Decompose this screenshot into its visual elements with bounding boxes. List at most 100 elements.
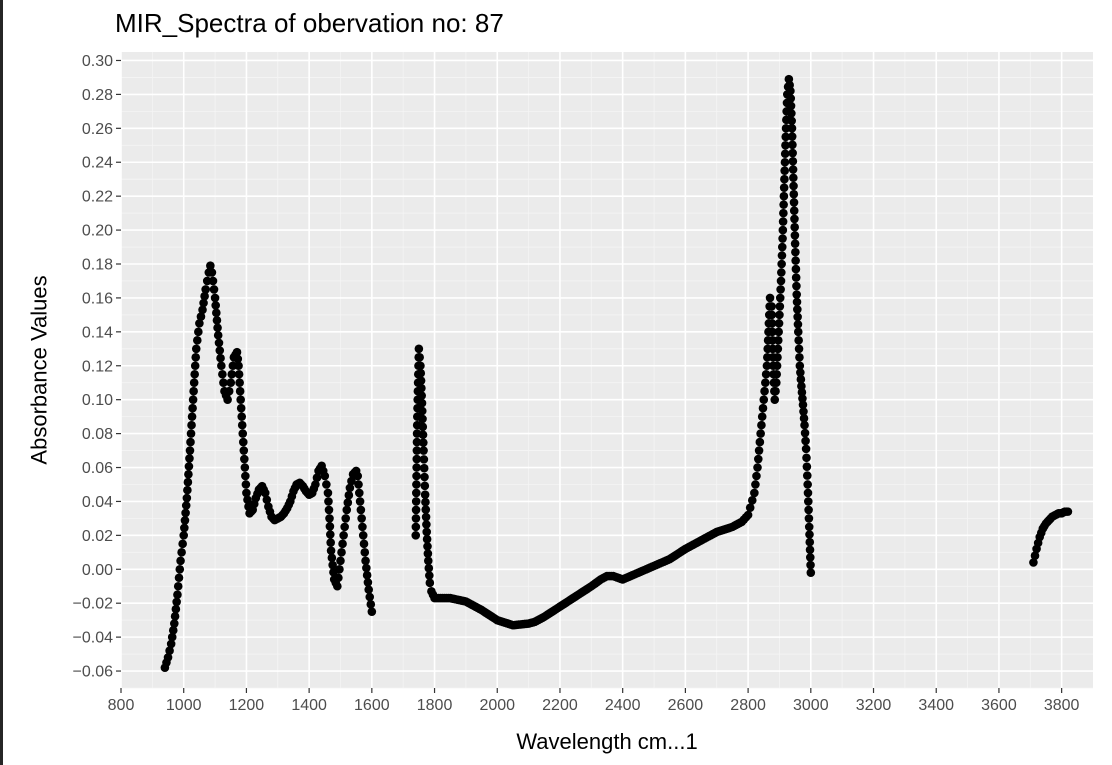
data-point [359,539,369,549]
data-point [794,344,804,354]
data-point [214,338,224,348]
data-point [236,403,246,413]
data-point [786,94,796,103]
x-tick-label: 1200 [229,697,265,714]
data-point [753,463,762,472]
data-point [775,293,785,303]
data-point [759,395,769,404]
y-tick-label: 0.06 [82,460,113,477]
data-point [421,512,431,522]
data-point [804,514,814,523]
data-point [805,530,814,539]
data-point [753,454,763,464]
data-point [418,422,428,432]
data-point [337,548,346,557]
y-tick-label: 0.16 [82,290,113,307]
data-point [793,320,803,329]
chart-title: MIR_Spectra of obervation no: 87 [115,8,504,38]
data-point [353,471,363,481]
data-point [336,556,345,566]
data-point [167,632,177,642]
data-point [341,514,351,523]
data-point [166,639,176,649]
x-tick-label: 1400 [291,697,327,714]
data-point [360,548,370,557]
data-point [240,463,250,472]
data-point [423,556,433,566]
data-point [219,378,228,388]
data-point [363,578,373,587]
data-point [1029,558,1038,567]
data-point [181,501,191,510]
data-point [805,553,815,562]
data-point [777,268,786,277]
data-point [163,653,173,662]
data-point [416,376,426,385]
data-point [801,444,811,454]
y-tick-label: 0.30 [82,53,113,70]
data-point [419,455,429,464]
data-point [421,497,430,507]
data-point [787,132,797,141]
x-tick-label: 3800 [1044,697,1080,714]
data-point [358,531,368,540]
data-point [312,473,322,482]
data-point [362,570,372,580]
data-point [165,646,174,655]
data-point [235,378,244,388]
scatter-chart: 800 1000 1200 1400 1600 1800 2000 2200 2400 2600 2… [27,8,1093,754]
data-point [779,200,788,209]
data-point [787,116,796,126]
data-point [334,573,343,583]
data-point [358,522,367,532]
data-point [412,446,422,455]
data-point [328,560,337,570]
data-point [185,454,194,463]
data-point [361,556,370,566]
data-point [171,604,181,614]
data-point [179,531,189,540]
y-axis-title: Absorbance Values [27,275,52,464]
y-tick-label: 0.24 [82,155,113,172]
data-point [777,242,787,252]
x-tick-label: 2400 [605,697,641,714]
data-point [795,361,805,371]
data-point [803,497,813,506]
data-point [198,305,207,315]
data-point [423,542,432,551]
data-point [775,302,785,311]
data-point [187,412,197,421]
x-tick-label: 2800 [730,697,766,714]
data-point [767,327,777,337]
data-point [196,312,206,321]
data-point [191,344,201,354]
data-point [779,208,788,218]
data-point [804,522,814,532]
data-point [412,437,422,447]
data-point [789,181,798,191]
plot-panel [121,52,1093,688]
data-point [241,480,251,489]
data-point [186,437,195,447]
data-point [192,336,202,345]
x-tick-label: 1600 [354,697,390,714]
data-point [411,531,421,540]
data-point [195,319,204,328]
data-point [780,149,790,159]
data-point [311,480,320,489]
data-point [417,406,427,416]
data-point [180,523,189,533]
data-point [188,403,197,413]
data-point [208,276,218,286]
data-point [324,505,334,515]
data-point [792,281,801,291]
x-tick-label: 800 [108,697,135,714]
data-point [776,285,785,294]
data-point [232,347,242,357]
data-point [805,537,815,547]
data-point [417,398,427,408]
y-tick-label: 0.28 [82,87,113,104]
data-point [366,600,376,609]
data-point [788,165,798,174]
data-point [767,310,777,320]
